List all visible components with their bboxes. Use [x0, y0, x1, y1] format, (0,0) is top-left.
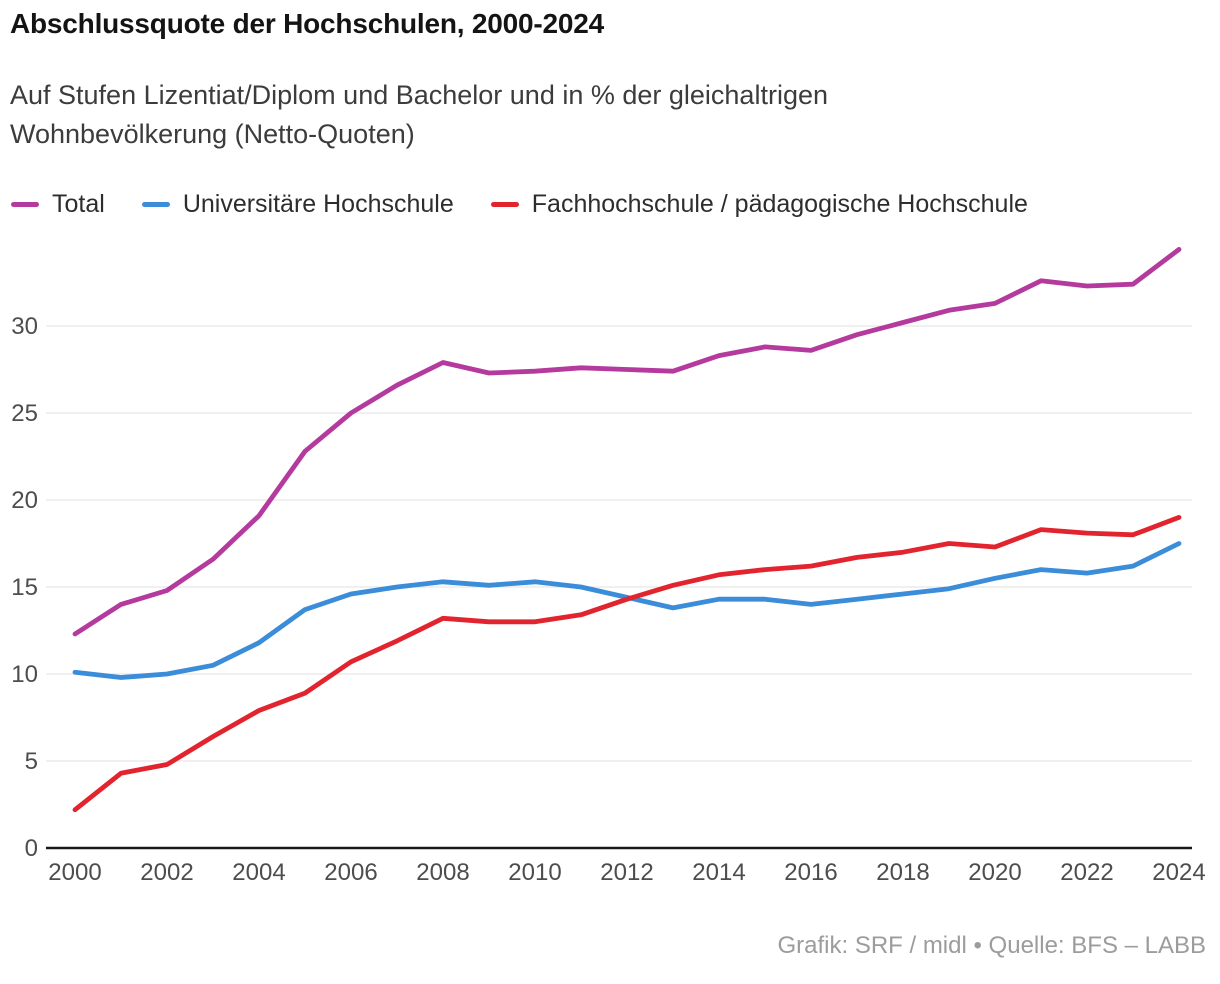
y-axis-tick-label: 20 [11, 487, 38, 514]
x-axis-tick-label: 2004 [232, 859, 285, 886]
series-line-universitaere-hochschule [72, 541, 1182, 680]
x-axis-tick-label: 2002 [140, 859, 193, 886]
chart-subtitle-line-2: Wohnbevölkerung (Netto-Quoten) [10, 119, 415, 149]
legend-label-universitaere-hochschule: Universitäre Hochschule [182, 189, 454, 218]
x-axis-tick-label: 2000 [48, 859, 101, 886]
x-axis-tick-label: 2006 [324, 859, 377, 886]
y-axis-tick-label: 15 [11, 574, 38, 601]
x-axis-tick-label: 2012 [600, 859, 653, 886]
line-chart: 0 5 10 15 20 25 30 2000 2002 2004 2006 2008 2010 2012… [11, 246, 1206, 886]
x-axis-tick-label: 2016 [784, 859, 837, 886]
legend-swatch-total [11, 201, 39, 207]
legend-item-total: Total [11, 190, 105, 219]
chart-subtitle: Auf Stufen Lizentiat/Diplom und Bachelor… [10, 76, 1210, 154]
legend-label-fachhochschule: Fachhochschule / pädagogische Hochschule [531, 189, 1028, 218]
legend-label-total: Total [52, 189, 105, 218]
x-axis-tick-label: 2018 [876, 859, 929, 886]
source-credit: Grafik: SRF / midl • Quelle: BFS – LABB [777, 932, 1206, 959]
x-axis-tick-label: 2024 [1152, 859, 1205, 886]
legend-item-universitaere-hochschule: Universitäre Hochschule [141, 189, 454, 219]
y-axis-tick-label: 0 [25, 835, 38, 862]
x-axis-tick-label: 2022 [1060, 859, 1113, 886]
x-axis-tick-label: 2008 [416, 859, 469, 886]
series-line-total [72, 246, 1182, 637]
x-axis-tick-label: 2014 [692, 859, 745, 886]
legend: Total Universitäre Hochschule Fachhochsc… [11, 188, 1028, 220]
chart-subtitle-line-1: Auf Stufen Lizentiat/Diplom und Bachelor… [10, 80, 828, 110]
chart-title: Abschlussquote der Hochschulen, 2000-202… [10, 8, 605, 39]
legend-swatch-universitaere-hochschule [141, 201, 170, 207]
x-axis-tick-label: 2010 [508, 859, 561, 886]
series-line-fachhochschule-paedagogische-hochschule [72, 514, 1182, 813]
y-axis-tick-label: 30 [11, 313, 38, 340]
y-axis-tick-label: 25 [11, 400, 38, 427]
x-axis-tick-label: 2020 [968, 859, 1021, 886]
y-axis-tick-label: 10 [11, 661, 38, 688]
legend-item-fachhochschule: Fachhochschule / pädagogische Hochschule [490, 189, 1028, 219]
y-axis-tick-label: 5 [25, 748, 38, 775]
legend-swatch-fachhochschule [490, 201, 519, 207]
